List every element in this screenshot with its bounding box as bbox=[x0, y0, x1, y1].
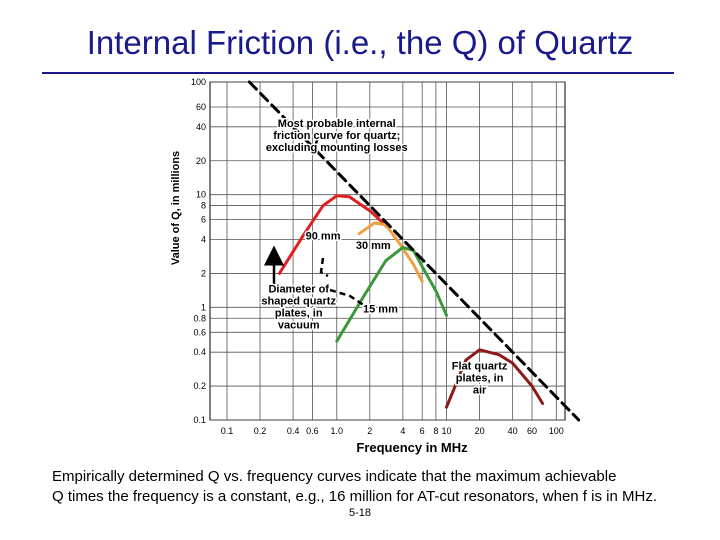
y-tick-label: 6 bbox=[201, 215, 206, 225]
annotation-line: excluding mounting losses bbox=[266, 142, 408, 154]
annotation-3: 15 mm bbox=[363, 303, 398, 315]
x-axis-label: Frequency in MHz bbox=[356, 440, 468, 455]
x-tick-label: 0.6 bbox=[306, 426, 319, 436]
annotation-pointers bbox=[264, 134, 366, 308]
y-axis-label: Value of Q, in millions bbox=[170, 151, 182, 265]
series-group bbox=[247, 80, 581, 422]
annotation-4: Diameter of shaped quartz plates, in vacuum bbox=[261, 284, 336, 332]
y-tick-label: 40 bbox=[196, 122, 206, 132]
series-line-2 bbox=[335, 246, 448, 343]
annotation-line: 15 mm bbox=[363, 303, 398, 315]
x-tick-label: 1.0 bbox=[331, 426, 344, 436]
annotation-line: Flat quartz bbox=[452, 361, 508, 373]
caption: Empirically determined Q vs. frequency c… bbox=[52, 467, 692, 507]
grid bbox=[210, 81, 565, 421]
series-line-3 bbox=[445, 348, 545, 409]
y-tick-label: 0.6 bbox=[193, 327, 206, 337]
annotations: Most probable internal friction curve for… bbox=[260, 116, 509, 398]
annotation-1: 90 mm bbox=[306, 231, 341, 243]
y-tick-label: 60 bbox=[196, 102, 206, 112]
series-line-probable-limit bbox=[247, 80, 581, 422]
diameter-pointer-15mm bbox=[329, 288, 366, 308]
page-title: Internal Friction (i.e., the Q) of Quart… bbox=[86, 24, 634, 61]
annotation-line: 30 mm bbox=[356, 240, 391, 252]
annotation-line: Diameter of bbox=[268, 284, 329, 296]
x-tick-label: 10 bbox=[442, 426, 452, 436]
y-tick-label: 0.1 bbox=[193, 415, 206, 425]
tick-labels: 0.1 0.2 0.4 0.6 1.0 2 4 6 8 10 20 40 60 1000.10.20.40… bbox=[191, 77, 564, 436]
annotation-line: vacuum bbox=[278, 320, 320, 332]
annotation-line: plates, in bbox=[275, 308, 323, 320]
y-tick-label: 100 bbox=[191, 77, 206, 87]
x-tick-label: 100 bbox=[549, 426, 564, 436]
y-tick-label: 2 bbox=[201, 268, 206, 278]
annotation-5: Flat quartz plates, in air bbox=[452, 361, 508, 397]
y-tick-label: 1 bbox=[201, 302, 206, 312]
title-divider bbox=[42, 72, 674, 74]
diameter-pointer-30mm bbox=[319, 257, 329, 278]
x-tick-label: 6 bbox=[420, 426, 425, 436]
annotation-line: 90 mm bbox=[306, 231, 341, 243]
series-line-0 bbox=[277, 194, 391, 275]
x-tick-label: 40 bbox=[508, 426, 518, 436]
annotation-line: plates, in bbox=[456, 373, 504, 385]
x-tick-label: 8 bbox=[433, 426, 438, 436]
y-tick-label: 20 bbox=[196, 156, 206, 166]
x-tick-label: 0.1 bbox=[221, 426, 234, 436]
x-tick-label: 4 bbox=[400, 426, 405, 436]
annotation-line: Most probable internal bbox=[278, 118, 396, 130]
y-tick-label: 10 bbox=[196, 190, 206, 200]
y-tick-label: 4 bbox=[201, 235, 206, 245]
x-tick-label: 0.2 bbox=[254, 426, 267, 436]
x-tick-label: 60 bbox=[527, 426, 537, 436]
page-number: 5-18 bbox=[348, 507, 372, 519]
y-tick-label: 0.4 bbox=[193, 347, 206, 357]
probable-curve-pointer bbox=[312, 134, 336, 153]
annotation-line: shaped quartz bbox=[261, 296, 336, 308]
y-tick-label: 0.8 bbox=[193, 313, 206, 323]
caption-line-2: Q times the frequency is a constant, e.g… bbox=[52, 488, 657, 505]
caption-line-1: Empirically determined Q vs. frequency c… bbox=[52, 468, 617, 485]
annotation-2: 30 mm bbox=[356, 240, 391, 252]
annotation-0: Most probable internal friction curve for… bbox=[266, 118, 408, 154]
y-tick-label: 0.2 bbox=[193, 381, 206, 391]
annotation-line: air bbox=[473, 385, 487, 397]
x-tick-label: 2 bbox=[367, 426, 372, 436]
x-tick-label: 0.4 bbox=[287, 426, 300, 436]
x-tick-label: 20 bbox=[475, 426, 485, 436]
annotation-line: friction curve for quartz; bbox=[273, 130, 400, 142]
y-tick-label: 8 bbox=[201, 201, 206, 211]
series-line-1 bbox=[357, 221, 424, 283]
